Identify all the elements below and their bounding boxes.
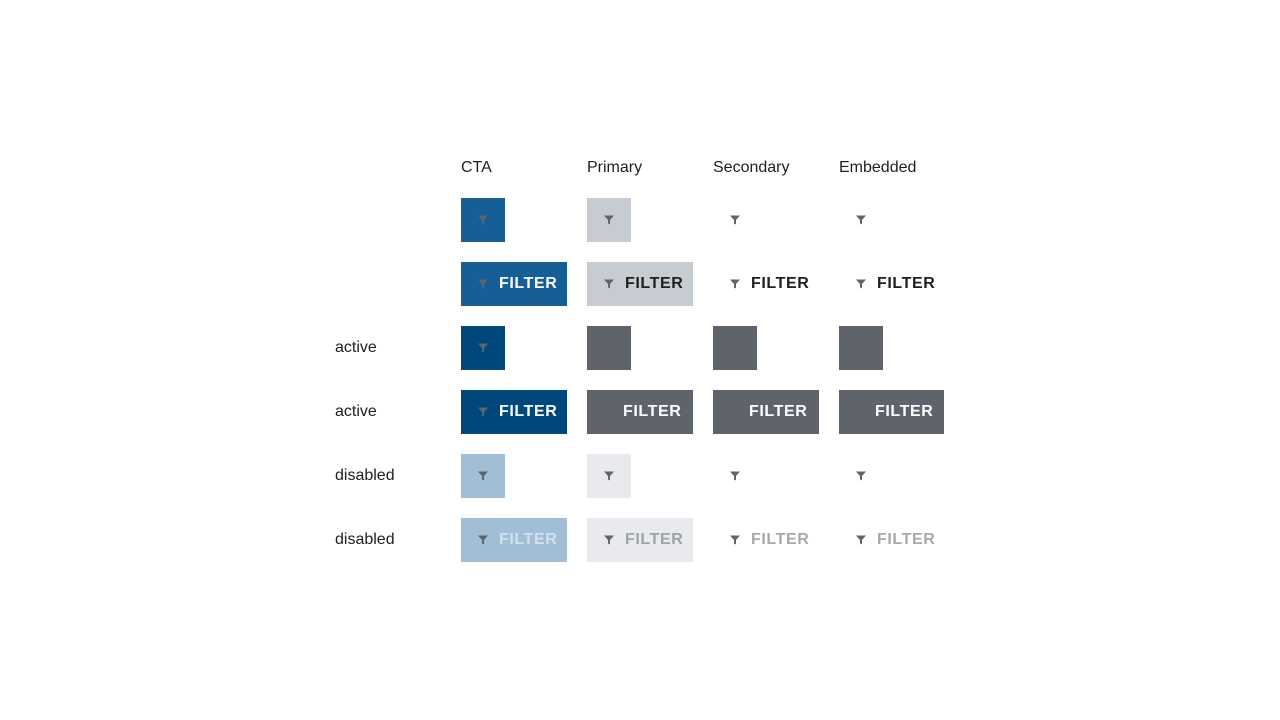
cta-icon-button[interactable] [461,198,505,242]
button-label: FILTER [499,403,558,420]
column-header-embedded: Embedded [839,159,917,176]
filter-icon [729,470,741,482]
embedded-filter-button[interactable]: FILTER [839,262,945,306]
row-label-disabled-icon: disabled [335,467,395,484]
column-header-cta: CTA [461,159,492,176]
primary-filter-button-disabled: FILTER [587,518,693,562]
embedded-filter-button-disabled: FILTER [839,518,945,562]
filter-icon [603,214,615,226]
embedded-filter-button-active[interactable]: FILTER [839,390,944,434]
filter-icon [477,214,489,226]
button-label: FILTER [877,275,936,292]
filter-icon [855,534,867,546]
button-label: FILTER [623,403,682,420]
button-label: FILTER [499,275,558,292]
button-label: FILTER [877,531,936,548]
filter-icon [477,278,489,290]
primary-filter-button[interactable]: FILTER [587,262,693,306]
primary-icon-button-active[interactable] [587,326,631,370]
filter-icon [729,214,741,226]
button-label: FILTER [625,531,684,548]
filter-icon [603,278,615,290]
button-label: FILTER [875,403,934,420]
filter-icon [477,470,489,482]
button-label: FILTER [749,403,808,420]
secondary-icon-button[interactable] [713,198,757,242]
filter-icon [603,342,615,354]
filter-icon [855,342,867,354]
button-label: FILTER [499,531,558,548]
cta-filter-button-active[interactable]: FILTER [461,390,567,434]
embedded-icon-button[interactable] [839,198,883,242]
filter-icon [729,406,741,418]
column-header-secondary: Secondary [713,159,790,176]
filter-icon [855,470,867,482]
filter-icon [855,278,867,290]
cta-filter-button-disabled: FILTER [461,518,567,562]
button-label: FILTER [751,275,810,292]
cta-icon-button-disabled [461,454,505,498]
button-label: FILTER [625,275,684,292]
column-header-primary: Primary [587,159,643,176]
filter-icon [855,406,867,418]
primary-icon-button[interactable] [587,198,631,242]
primary-filter-button-active[interactable]: FILTER [587,390,693,434]
filter-icon [729,278,741,290]
row-label-disabled-label: disabled [335,531,395,548]
filter-icon [729,342,741,354]
embedded-icon-button-disabled [839,454,883,498]
filter-icon [477,534,489,546]
secondary-filter-button[interactable]: FILTER [713,262,819,306]
secondary-filter-button-disabled: FILTER [713,518,819,562]
cta-filter-button[interactable]: FILTER [461,262,567,306]
filter-icon [603,534,615,546]
secondary-icon-button-disabled [713,454,757,498]
filter-icon [855,214,867,226]
filter-icon [477,406,489,418]
secondary-icon-button-active[interactable] [713,326,757,370]
filter-icon [477,342,489,354]
filter-icon [603,470,615,482]
filter-icon [603,406,615,418]
row-label-active-icon: active [335,339,377,356]
button-label: FILTER [751,531,810,548]
cta-icon-button-active[interactable] [461,326,505,370]
embedded-icon-button-active[interactable] [839,326,883,370]
filter-icon [729,534,741,546]
primary-icon-button-disabled [587,454,631,498]
secondary-filter-button-active[interactable]: FILTER [713,390,819,434]
row-label-active-label: active [335,403,377,420]
